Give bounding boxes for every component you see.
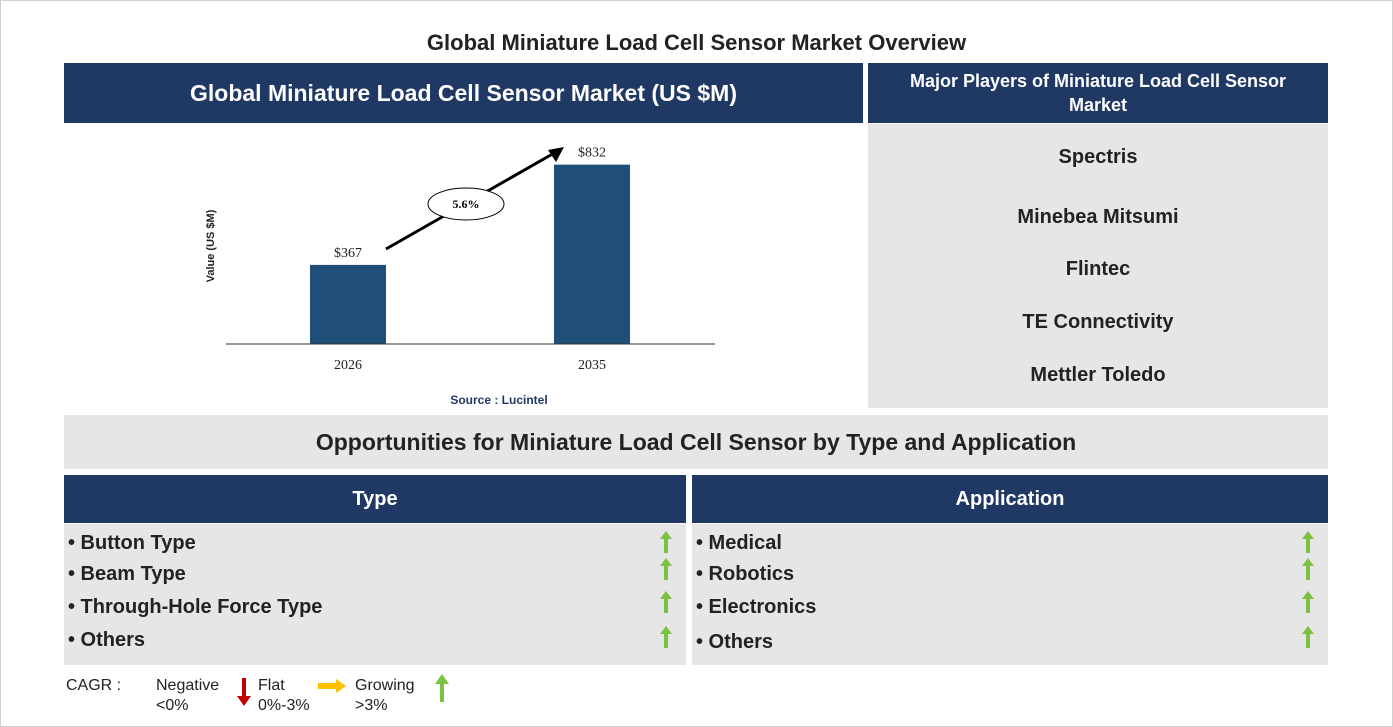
growing-arrow-icon <box>660 591 672 613</box>
application-item: • Electronics <box>696 596 817 618</box>
growing-arrow-icon <box>660 558 672 580</box>
legend-negative-label: Negative <box>156 677 220 694</box>
bar-chart: Value (US $M) $367 2026 $832 2035 5.6% Sour… <box>205 146 715 407</box>
opportunities-title: Opportunities for Miniature Load Cell Se… <box>64 415 1328 469</box>
bar-value-label: $832 <box>578 146 606 161</box>
application-item: • Medical <box>696 532 782 554</box>
legend-flat: Flat 0%-3% <box>258 676 310 716</box>
legend-negative: Negative <0% <box>156 676 219 716</box>
growing-arrow-icon <box>1302 591 1314 613</box>
growth-arrow-head <box>548 147 564 162</box>
legend-flat-range: 0%-3% <box>258 697 310 714</box>
legend-growing-range: >3% <box>355 697 388 714</box>
player-item: Flintec <box>1065 258 1131 280</box>
growing-arrow-icon <box>660 626 672 648</box>
application-item: • Robotics <box>696 563 795 585</box>
application-item: • Others <box>696 631 774 653</box>
cagr-label: 5.6% <box>453 197 480 211</box>
growing-arrow-icon <box>1302 531 1314 553</box>
growing-arrow-icon <box>435 674 449 702</box>
growing-arrow-icon <box>660 531 672 553</box>
x-tick-label: 2035 <box>578 358 606 373</box>
player-item: Minebea Mitsumi <box>1017 206 1179 228</box>
type-item: • Beam Type <box>68 563 186 585</box>
player-item: Mettler Toledo <box>1030 364 1166 386</box>
cagr-bubble <box>427 187 505 221</box>
type-header: Type <box>64 475 686 523</box>
type-item: • Through-Hole Force Type <box>68 596 323 618</box>
legend-negative-range: <0% <box>156 697 189 714</box>
y-axis-label: Value (US $M) <box>205 209 217 282</box>
chart-source: Source : Lucintel <box>450 393 547 407</box>
application-header: Application <box>692 475 1328 523</box>
players-header: Major Players of Miniature Load Cell Sen… <box>868 63 1328 123</box>
growing-arrow-icon <box>1302 558 1314 580</box>
player-item: TE Connectivity <box>1022 311 1174 333</box>
type-panel: • Button Type • Beam Type • Through-Hole… <box>64 524 686 665</box>
legend-growing-label: Growing <box>355 677 415 694</box>
legend-growing: Growing >3% <box>355 676 415 716</box>
negative-arrow-icon <box>237 678 251 706</box>
type-item: • Button Type <box>68 532 196 554</box>
player-item: Spectris <box>1058 146 1138 168</box>
legend-cagr-label: CAGR : <box>66 677 122 694</box>
players-panel: Spectris Minebea Mitsumi Flintec TE Conn… <box>868 124 1328 408</box>
type-item: • Others <box>68 629 146 651</box>
x-tick-label: 2026 <box>334 358 362 373</box>
bar-value-label: $367 <box>334 246 362 261</box>
page-title: Global Miniature Load Cell Sensor Market… <box>426 30 967 55</box>
flat-arrow-icon <box>318 679 346 693</box>
application-panel: • Medical • Robotics • Electronics • Oth… <box>692 524 1328 665</box>
legend-flat-label: Flat <box>258 677 285 694</box>
bar-2035 <box>554 164 630 344</box>
chart-header: Global Miniature Load Cell Sensor Market… <box>64 63 863 123</box>
growing-arrow-icon <box>1302 626 1314 648</box>
bar-2026 <box>310 264 386 344</box>
